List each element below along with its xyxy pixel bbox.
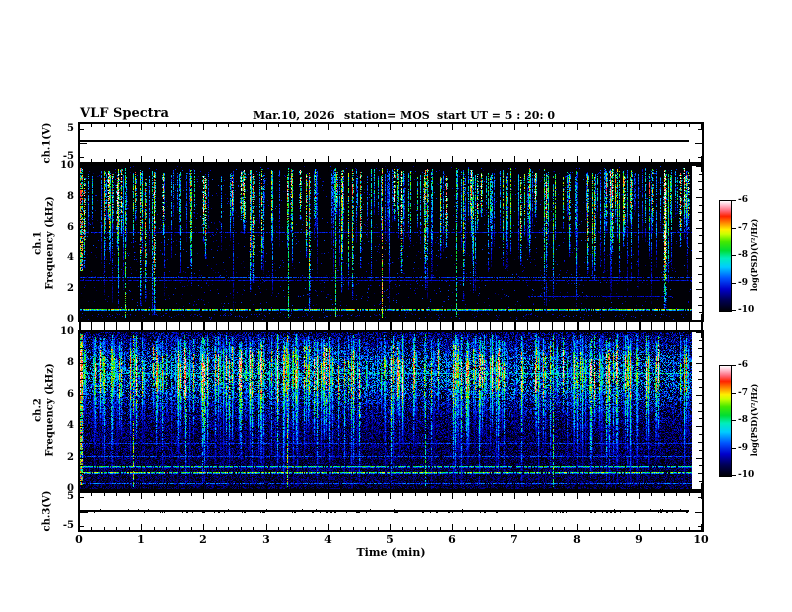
colorbar-tick-mark <box>732 228 736 229</box>
colorbar-tick-mark <box>732 448 736 449</box>
colorbar-tick-mark <box>732 420 736 421</box>
spec-ytick-label: 2 <box>67 452 74 463</box>
colorbar-tick-label: -6 <box>738 360 748 370</box>
spec-ytick-label: 4 <box>67 420 74 431</box>
ch3-waveform-panel <box>78 491 704 532</box>
ch1-colorbar-unit-label: log(PSD)(V²/Hz) <box>749 218 759 292</box>
ch1-frequency-unit-label: Frequency (kHz) <box>44 196 55 290</box>
spec-ytick-label: 0 <box>67 314 74 325</box>
spec-ytick-label: 2 <box>67 283 74 294</box>
volt-ytick-label: 5 <box>67 491 74 502</box>
colorbar-tick-label: -6 <box>738 195 748 205</box>
ch1-frequency-axis-label: ch.1 Frequency (kHz) <box>33 196 56 289</box>
colorbar-tick-label: -9 <box>738 278 748 288</box>
time-tick-label: 3 <box>262 533 270 546</box>
spec-ytick-label: 8 <box>67 357 74 368</box>
spec-ytick-label: 0 <box>67 483 74 494</box>
time-tick-label: 4 <box>324 533 332 546</box>
time-tick-label: 0 <box>75 533 83 546</box>
colorbar-tick-mark <box>732 393 736 394</box>
colorbar-tick-mark <box>732 310 736 311</box>
ch2-frequency-unit-label: Frequency (kHz) <box>44 363 55 457</box>
colorbar-tick-mark <box>732 255 736 256</box>
colorbar-tick-label: -7 <box>738 388 748 398</box>
time-tick-label: 1 <box>137 533 145 546</box>
spec-ytick-label: 6 <box>67 222 74 233</box>
time-tick-label: 5 <box>386 533 394 546</box>
ch2-colorbar-unit-label: log(PSD)(V²/Hz) <box>749 383 759 457</box>
colorbar-tick-label: -9 <box>738 443 748 453</box>
colorbar-tick-label: -8 <box>738 250 748 260</box>
spec-ytick-label: 8 <box>67 191 74 202</box>
figure-start-ut: start UT = 5 : 20: 0 <box>437 109 555 122</box>
time-axis-label: Time (min) <box>356 546 426 559</box>
ch1-colorbar <box>719 200 732 312</box>
figure-station: station= MOS <box>344 109 430 122</box>
colorbar-tick-mark <box>732 200 736 201</box>
ch2-spectrogram <box>78 330 704 491</box>
spec-ytick-label: 10 <box>60 160 74 171</box>
ch1-waveform-panel <box>78 122 704 164</box>
colorbar-tick-label: -10 <box>738 470 755 480</box>
ch1-spectrogram <box>78 164 704 322</box>
colorbar-tick-mark <box>732 475 736 476</box>
figure-title: VLF Spectra <box>80 106 169 121</box>
spectrogram-divider-ticks <box>78 322 704 330</box>
ch2-colorbar <box>719 365 732 477</box>
volt-ytick-label: 5 <box>67 123 74 134</box>
spec-ytick-label: 10 <box>60 326 74 337</box>
time-tick-label: 8 <box>573 533 581 546</box>
ch2-channel-label: ch.2 <box>32 398 44 422</box>
colorbar-tick-label: -10 <box>738 305 755 315</box>
volt-ytick-label: -5 <box>62 520 74 531</box>
volt-ytick-label: -5 <box>62 151 74 162</box>
time-tick-label: 10 <box>693 533 709 546</box>
ch2-frequency-axis-label: ch.2 Frequency (kHz) <box>33 363 56 456</box>
colorbar-tick-label: -8 <box>738 415 748 425</box>
time-tick-label: 9 <box>635 533 643 546</box>
spec-ytick-label: 6 <box>67 389 74 400</box>
colorbar-tick-mark <box>732 365 736 366</box>
time-tick-label: 6 <box>448 533 456 546</box>
time-tick-label: 7 <box>510 533 518 546</box>
time-tick-label: 2 <box>199 533 207 546</box>
spec-ytick-label: 4 <box>67 252 74 263</box>
colorbar-tick-label: -7 <box>738 223 748 233</box>
figure-date: Mar.10, 2026 <box>253 109 335 122</box>
colorbar-tick-mark <box>732 283 736 284</box>
